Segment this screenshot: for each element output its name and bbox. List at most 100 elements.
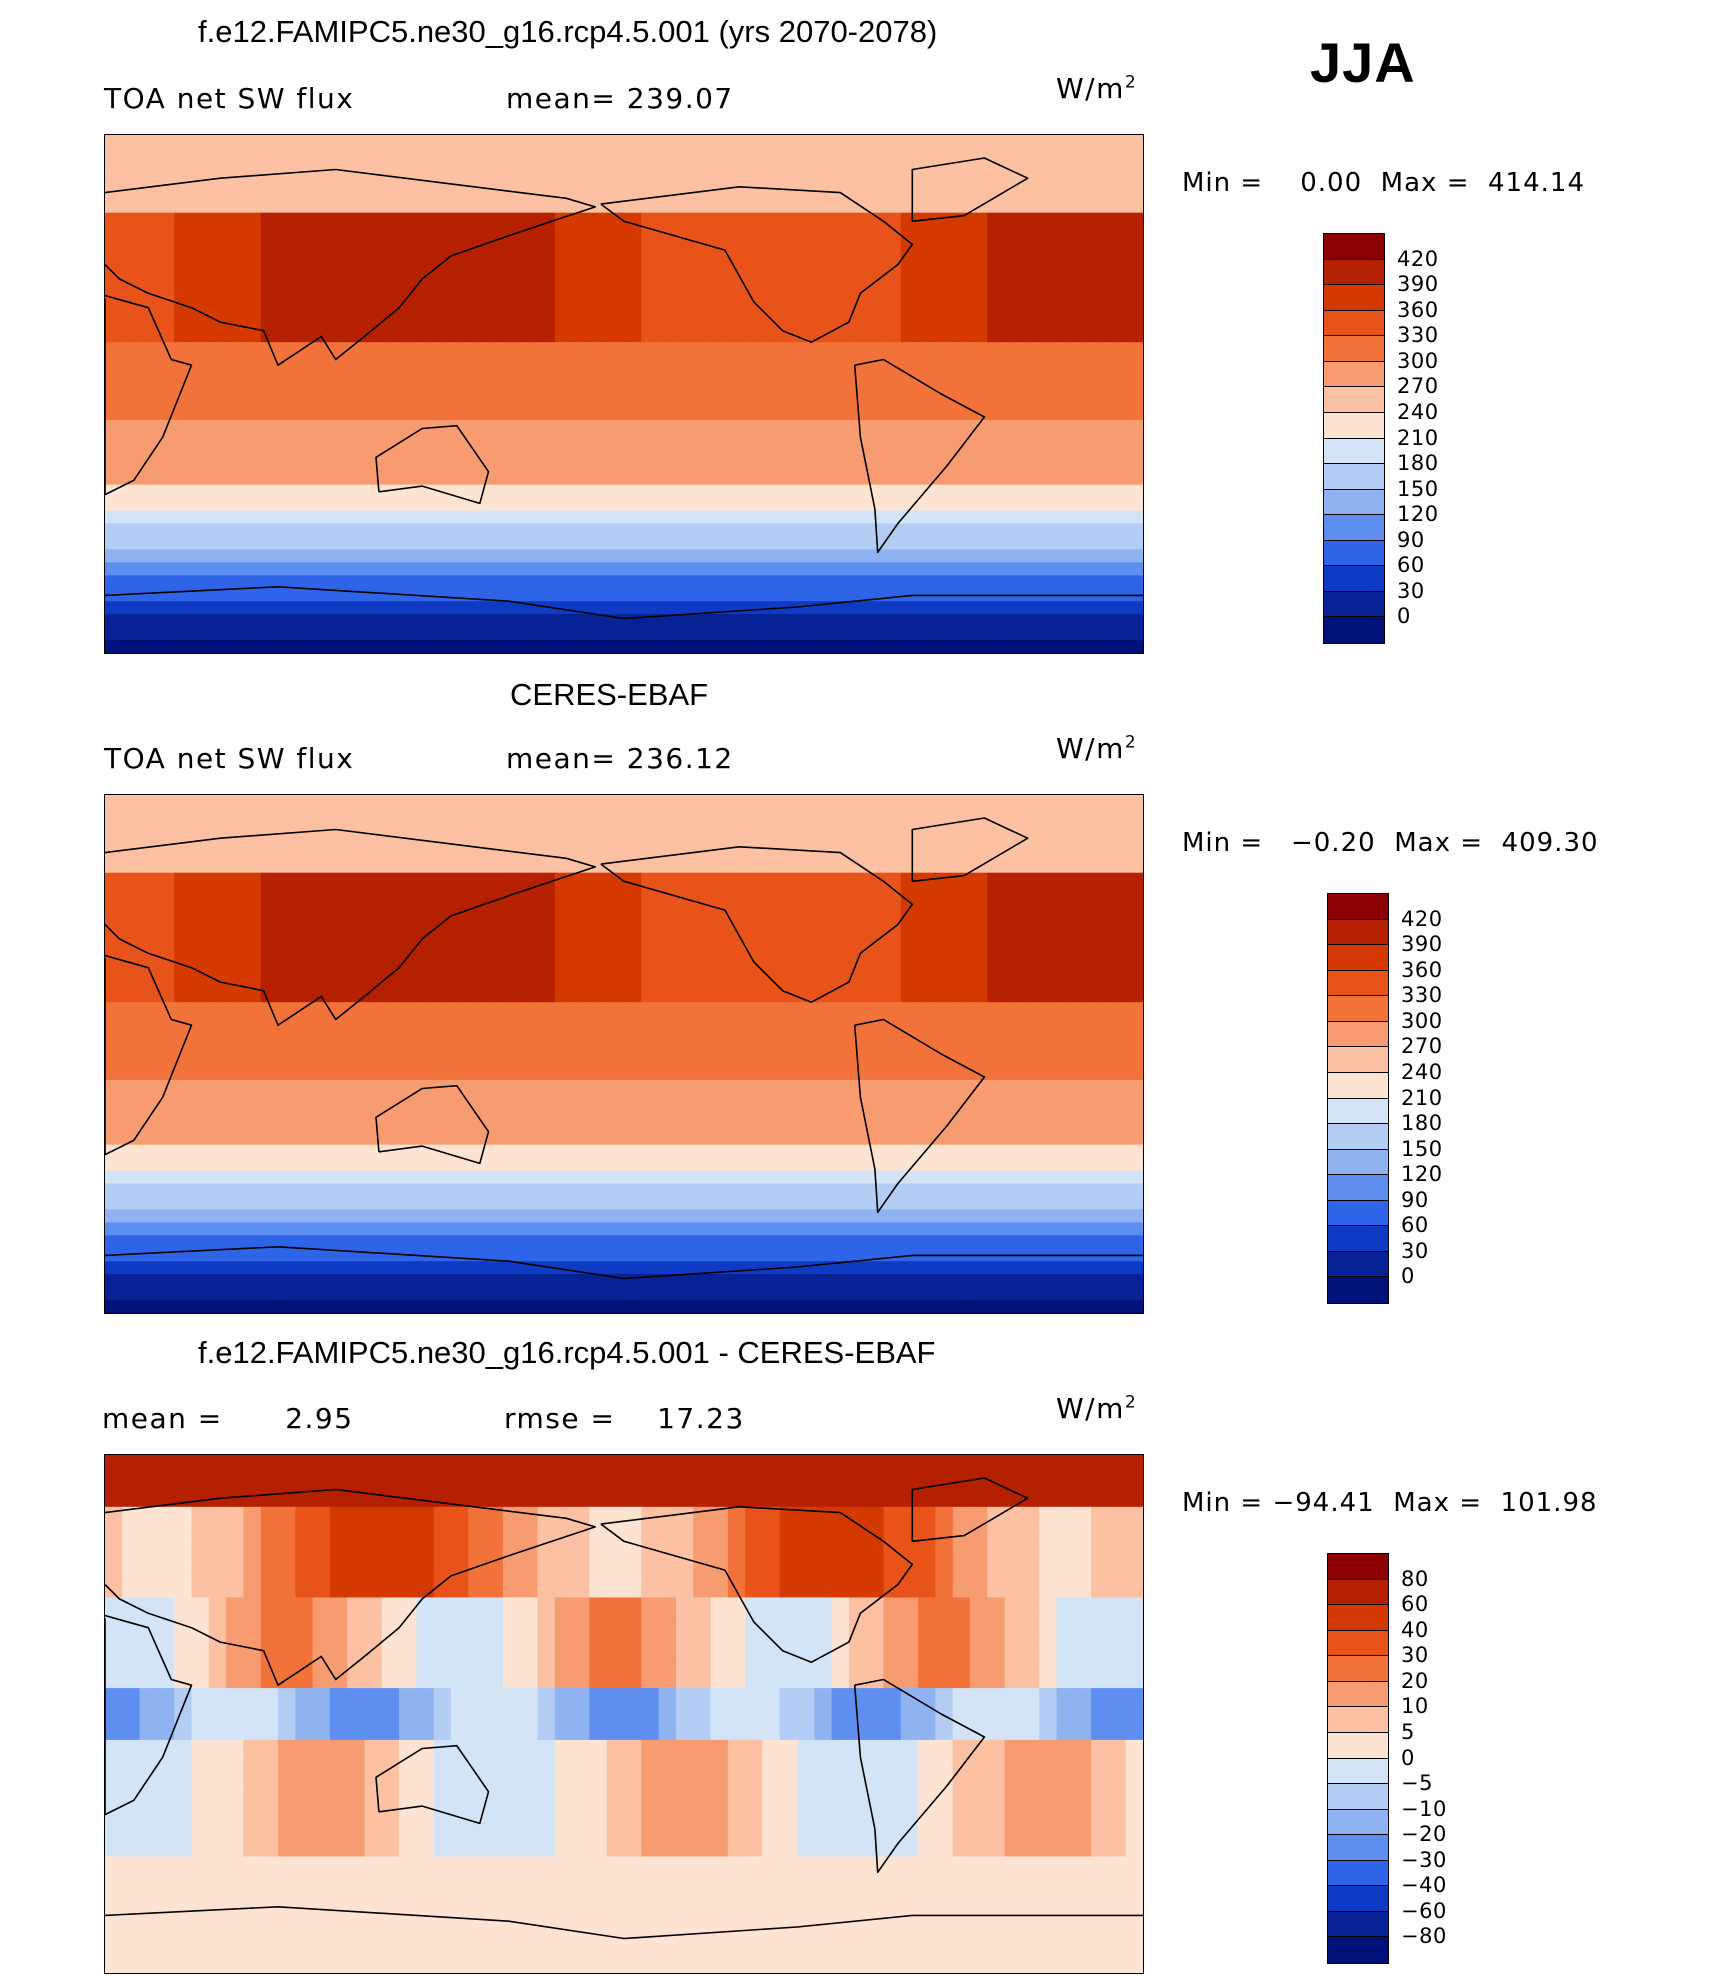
colorbar-swatch (1328, 1200, 1388, 1227)
coastline (105, 585, 1143, 620)
colorbar-tick-label: 390 (1397, 272, 1439, 297)
colorbar-swatch (1328, 1072, 1388, 1099)
colorbar-tick-label: 390 (1401, 932, 1443, 957)
panel-1-variable-label: TOA net SW flux (104, 82, 355, 115)
colorbar-swatch (1324, 515, 1384, 541)
colorbar-tick-label: 270 (1401, 1034, 1443, 1059)
coastline (375, 1084, 490, 1165)
colorbar-tick-label: −10 (1401, 1796, 1447, 1821)
colorbar-tick-label: 240 (1397, 399, 1439, 424)
coastline (105, 954, 193, 1156)
colorbar-tick-label: 420 (1401, 906, 1443, 931)
colorbar-tick-label: 80 (1401, 1566, 1429, 1591)
colorbar-tick-label: 120 (1401, 1162, 1443, 1187)
coastline (600, 845, 914, 1003)
coastline (105, 1905, 1143, 1940)
coastline (911, 1477, 1029, 1543)
colorbar-tick-label: 30 (1397, 578, 1425, 603)
colorbar-swatch (1328, 1732, 1388, 1759)
coastline (105, 1488, 597, 1686)
colorbar-tick-label: −5 (1401, 1771, 1433, 1796)
panel-1-mean-label: mean= 239.07 (506, 82, 734, 115)
colorbar-swatch (1324, 591, 1384, 618)
colorbar-tick-label: 120 (1397, 502, 1439, 527)
colorbar-swatch (1328, 1149, 1388, 1176)
colorbar-tick-label: 10 (1401, 1694, 1429, 1719)
coastline (911, 817, 1029, 883)
colorbar-tick-label: −40 (1401, 1873, 1447, 1898)
colorbar-swatch (1324, 438, 1384, 465)
colorbar-tick-label: 150 (1401, 1136, 1443, 1161)
colorbar-tick-label: 180 (1397, 451, 1439, 476)
coastline (375, 424, 490, 505)
colorbar-tick-label: 30 (1401, 1643, 1429, 1668)
coastline (105, 294, 193, 496)
colorbar-swatch (1328, 1835, 1388, 1861)
colorbar-swatch (1328, 1226, 1388, 1252)
colorbar-swatch (1328, 1911, 1388, 1938)
colorbar-tick-label: 360 (1397, 297, 1439, 322)
panel-2-minmax: Min = −0.20 Max = 409.30 (1182, 828, 1599, 858)
colorbar-swatch (1324, 617, 1384, 643)
colorbar-swatch (1328, 1681, 1388, 1708)
colorbar-swatch (1324, 489, 1384, 516)
colorbar-swatch (1328, 1554, 1388, 1580)
colorbar-swatch (1324, 234, 1384, 260)
colorbar-tick-label: 40 (1401, 1617, 1429, 1642)
colorbar-swatch (1328, 1758, 1388, 1785)
panel-3-mean: mean = 2.95 (102, 1402, 354, 1435)
colorbar-tick-label: −60 (1401, 1898, 1447, 1923)
colorbar-tick-label: 5 (1401, 1719, 1415, 1744)
colorbar-tick-label: 90 (1397, 527, 1425, 552)
panel-1-map (104, 134, 1144, 654)
colorbar-swatch (1328, 1579, 1388, 1606)
colorbar-tick-label: 60 (1401, 1592, 1429, 1617)
panel-1-units: W/m2 (1056, 72, 1138, 105)
panel-2-colorbar (1327, 893, 1389, 1304)
colorbar-swatch (1328, 1630, 1388, 1657)
coastline (600, 1505, 914, 1663)
colorbar-swatch (1324, 464, 1384, 490)
coastline (600, 185, 914, 343)
colorbar-tick-label: 330 (1397, 323, 1439, 348)
colorbar-tick-label: 0 (1401, 1745, 1415, 1770)
panel-3-map (104, 1454, 1144, 1974)
colorbar-tick-label: 240 (1401, 1059, 1443, 1084)
map-field (105, 1455, 1143, 1973)
colorbar-tick-label: 60 (1401, 1213, 1429, 1238)
coastline (853, 358, 986, 554)
colorbar-swatch (1324, 336, 1384, 362)
colorbar-tick-label: 180 (1401, 1111, 1443, 1136)
colorbar-tick-label: −20 (1401, 1822, 1447, 1847)
colorbar-swatch (1328, 1124, 1388, 1150)
colorbar-swatch (1324, 540, 1384, 567)
colorbar-swatch (1324, 566, 1384, 592)
colorbar-swatch (1328, 1277, 1388, 1303)
panel-2-title: CERES-EBAF (510, 677, 709, 712)
colorbar-swatch (1328, 996, 1388, 1022)
colorbar-swatch (1328, 1784, 1388, 1810)
colorbar-tick-label: 330 (1401, 983, 1443, 1008)
map-field (105, 135, 1143, 653)
colorbar-tick-label: 60 (1397, 553, 1425, 578)
panel-3-units: W/m2 (1056, 1392, 1138, 1425)
colorbar-swatch (1328, 1098, 1388, 1125)
colorbar-tick-label: 0 (1397, 604, 1411, 629)
map-field (105, 795, 1143, 1313)
colorbar-swatch (1328, 1707, 1388, 1733)
colorbar-swatch (1324, 285, 1384, 311)
panel-3-rmse: rmse = 17.23 (504, 1402, 745, 1435)
colorbar-swatch (1328, 945, 1388, 971)
colorbar-tick-label: −30 (1401, 1847, 1447, 1872)
colorbar-swatch (1328, 1047, 1388, 1073)
coastline (375, 1744, 490, 1825)
colorbar-swatch (1324, 310, 1384, 337)
colorbar-swatch (1328, 1605, 1388, 1631)
colorbar-swatch (1324, 412, 1384, 439)
colorbar-swatch (1328, 894, 1388, 920)
coastline (853, 1018, 986, 1214)
colorbar-tick-label: 360 (1401, 957, 1443, 982)
season-label: JJA (1310, 31, 1416, 94)
panel-3-colorbar (1327, 1553, 1389, 1964)
colorbar-tick-label: 30 (1401, 1238, 1429, 1263)
